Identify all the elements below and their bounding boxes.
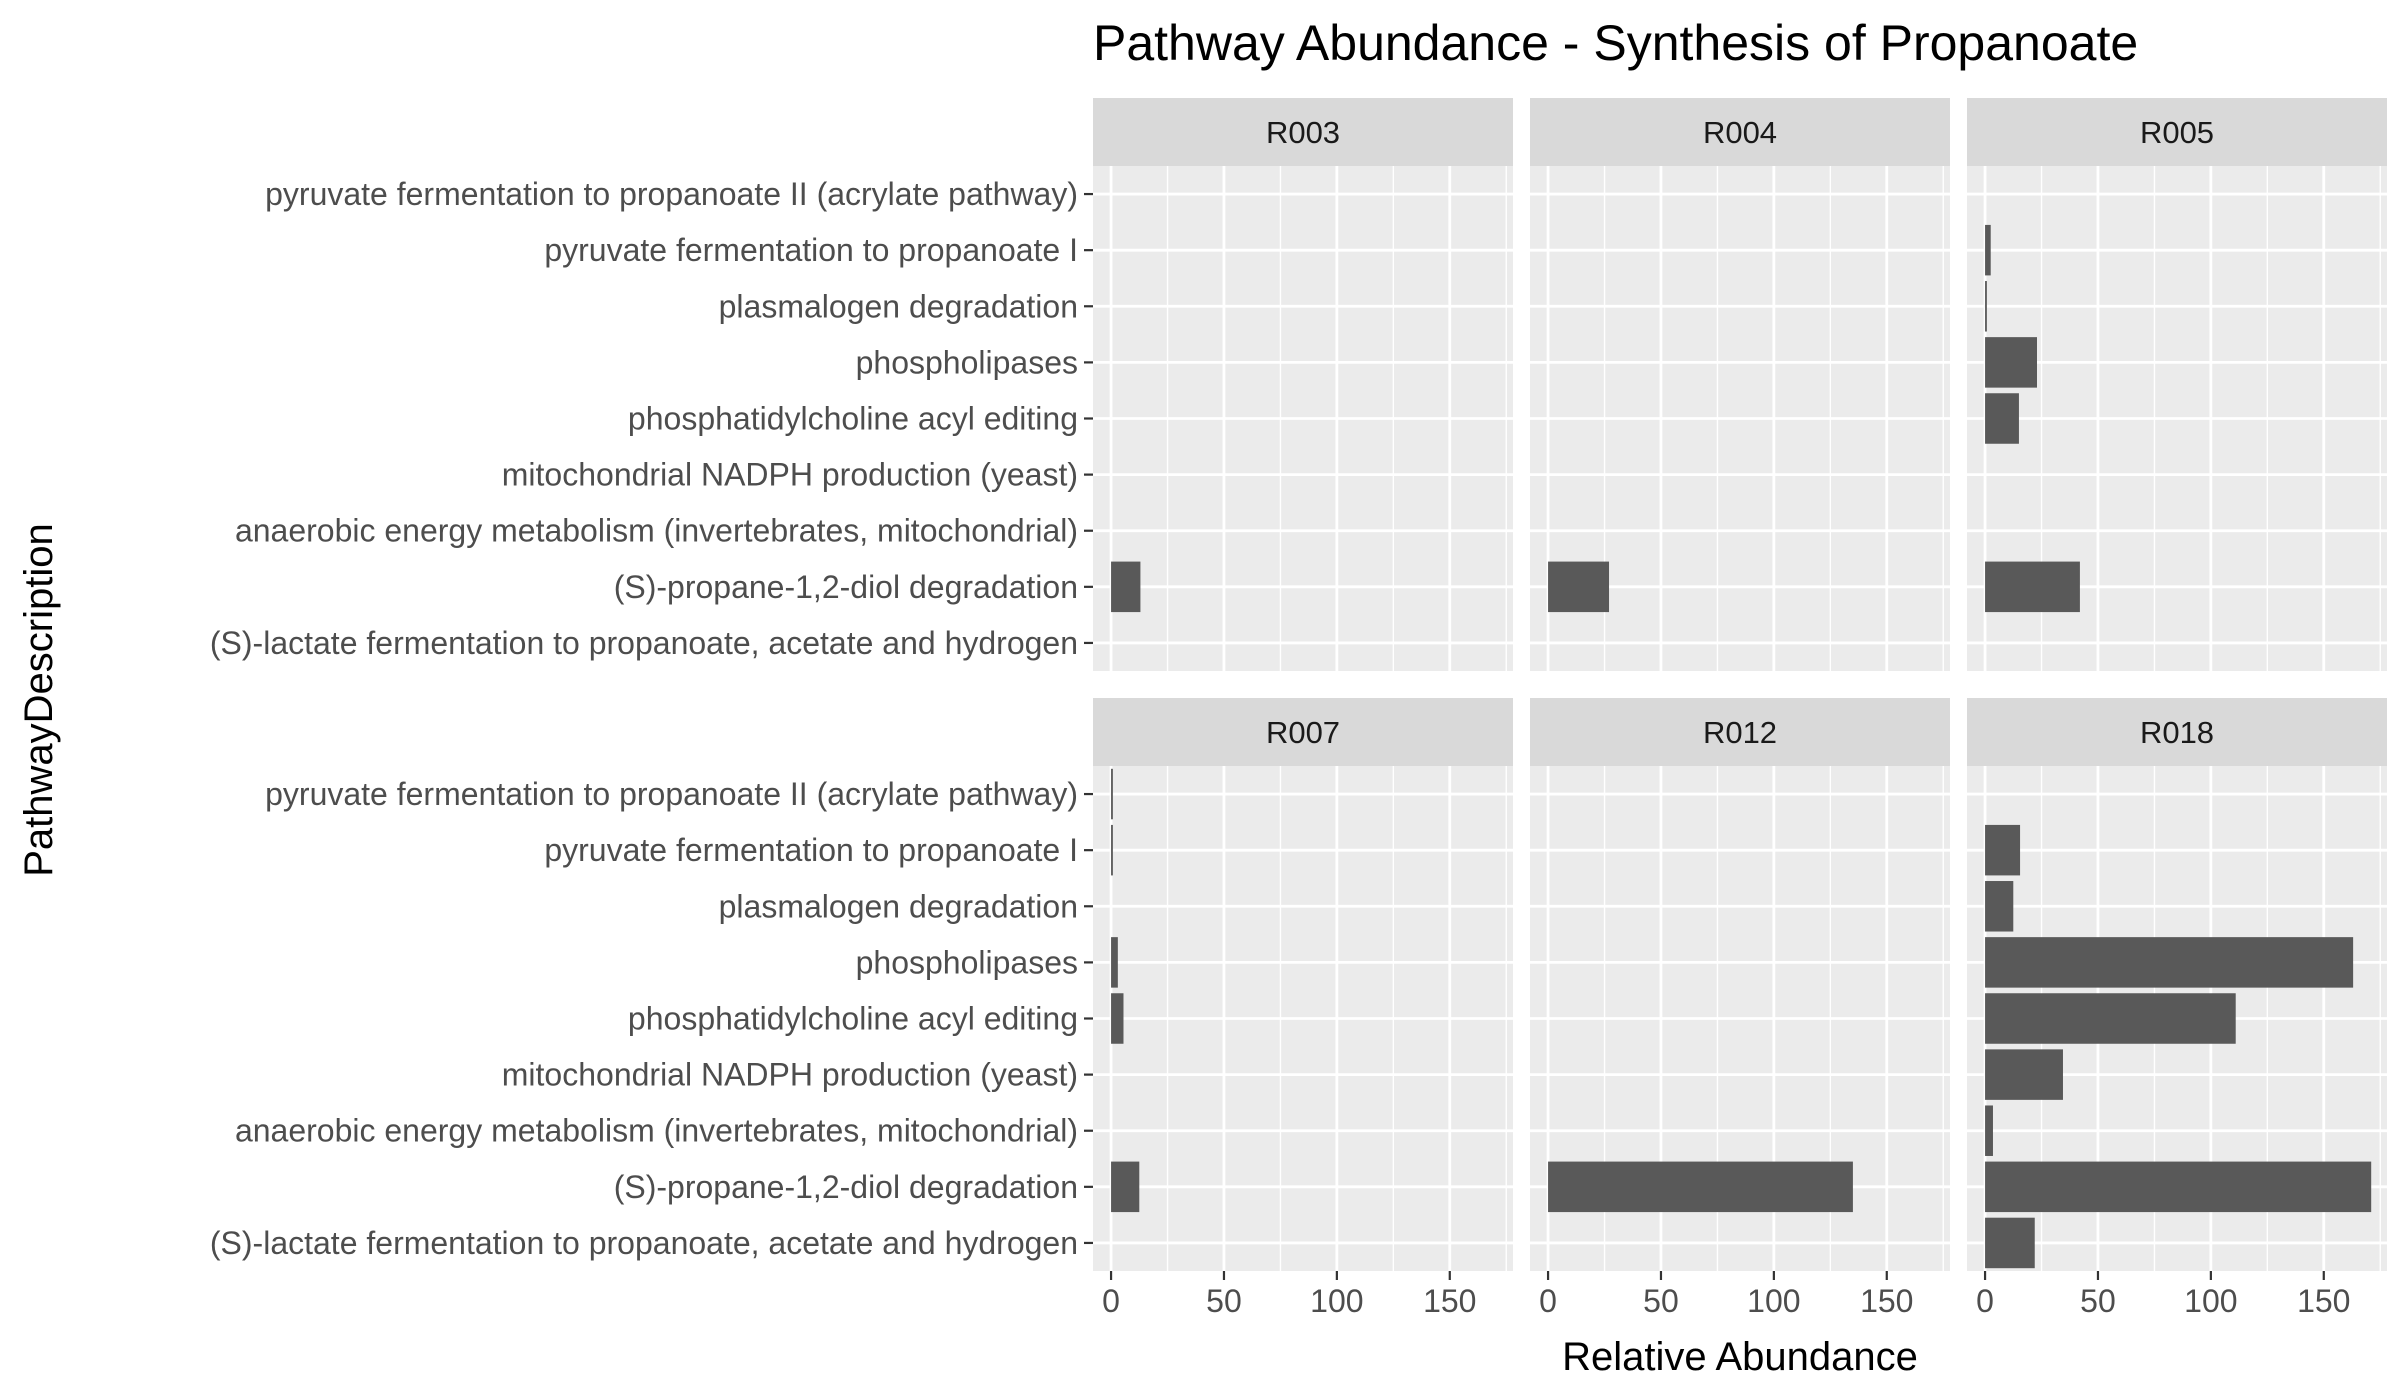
y-tick-label: pyruvate fermentation to propanoate II (…	[265, 176, 1078, 212]
y-tick-label: phosphatidylcholine acyl editing	[628, 401, 1078, 437]
bar	[1111, 561, 1141, 613]
y-tick-label: anaerobic energy metabolism (invertebrat…	[235, 513, 1078, 549]
x-tick-label: 150	[1860, 1283, 1913, 1319]
bar	[1548, 1161, 1853, 1213]
bar	[1985, 393, 2019, 444]
facet-strip-label: R003	[1266, 115, 1340, 150]
x-tick-label: 150	[2297, 1283, 2350, 1319]
x-tick-label: 50	[1643, 1283, 1679, 1319]
y-tick-label: (S)-lactate fermentation to propanoate, …	[210, 1225, 1078, 1261]
y-tick-label: phospholipases	[856, 944, 1078, 980]
y-tick-label: pyruvate fermentation to propanoate I	[544, 832, 1078, 868]
y-tick-label: (S)-propane-1,2-diol degradation	[614, 1169, 1078, 1205]
bar	[1985, 993, 2236, 1044]
y-tick-label: phospholipases	[856, 344, 1078, 380]
y-tick-label: (S)-propane-1,2-diol degradation	[614, 569, 1078, 605]
bar	[1111, 1161, 1140, 1213]
facet-R004: R004	[1530, 98, 1950, 671]
y-tick-label: (S)-lactate fermentation to propanoate, …	[210, 625, 1078, 661]
bar	[1985, 881, 2014, 932]
y-tick-label: pyruvate fermentation to propanoate I	[544, 232, 1078, 268]
facet-strip	[1967, 698, 2387, 766]
bar	[1985, 824, 2021, 876]
y-tick-label: mitochondrial NADPH production (yeast)	[502, 457, 1078, 493]
bar	[1111, 824, 1113, 876]
facet-R007: R007	[1093, 698, 1513, 1271]
facet-panels: R003 R004 R005 R007 R012 R018	[1093, 98, 2387, 1271]
x-tick-label: 0	[1539, 1283, 1557, 1319]
facet-R005: R005	[1967, 98, 2387, 671]
chart-title: Pathway Abundance - Synthesis of Propano…	[1093, 15, 2138, 71]
x-tick-label: 100	[1310, 1283, 1363, 1319]
bar	[1985, 561, 2080, 613]
bar	[1548, 561, 1610, 613]
bar	[1985, 1105, 1993, 1156]
facet-strip-label: R005	[2140, 115, 2214, 150]
bar	[1985, 1161, 2372, 1213]
facet-strip	[1093, 98, 1513, 166]
bar	[1111, 768, 1113, 820]
facet-strip	[1530, 698, 1950, 766]
x-tick-label: 0	[1102, 1283, 1120, 1319]
x-tick-label: 100	[2184, 1283, 2237, 1319]
facet-strip-label: R012	[1703, 715, 1777, 750]
y-tick-label: mitochondrial NADPH production (yeast)	[502, 1057, 1078, 1093]
y-tick-label: plasmalogen degradation	[719, 888, 1078, 924]
facet-R018: R018	[1967, 698, 2387, 1271]
y-tick-label: plasmalogen degradation	[719, 288, 1078, 324]
bar	[1985, 1049, 2063, 1100]
x-tick-label: 150	[1423, 1283, 1476, 1319]
bar	[1985, 224, 1991, 276]
facet-strip-label: R018	[2140, 715, 2214, 750]
bar	[1111, 993, 1124, 1044]
facet-R012: R012	[1530, 698, 1950, 1271]
bar	[1985, 337, 2037, 388]
y-tick-label: pyruvate fermentation to propanoate II (…	[265, 776, 1078, 812]
x-tick-label: 50	[1206, 1283, 1242, 1319]
x-tick-label: 100	[1747, 1283, 1800, 1319]
facet-strip-label: R004	[1703, 115, 1777, 150]
bar	[1111, 937, 1118, 988]
x-tick-label: 0	[1976, 1283, 1994, 1319]
x-axis-title: Relative Abundance	[1562, 1335, 1918, 1379]
y-axis-title: PathwayDescription	[17, 523, 61, 877]
y-axis-labels: pyruvate fermentation to propanoate II (…	[210, 176, 1093, 1261]
x-axis-ticks: 0 50 100 150 0 50 100 150 0 50 100 150	[1102, 1271, 2350, 1319]
facet-strip	[1967, 98, 2387, 166]
bar	[1985, 1217, 2035, 1269]
facet-R003: R003	[1093, 98, 1513, 671]
bar	[1985, 281, 1987, 332]
y-tick-label: anaerobic energy metabolism (invertebrat…	[235, 1113, 1078, 1149]
bar	[1985, 937, 2354, 988]
facet-strip	[1093, 698, 1513, 766]
facet-strip	[1530, 98, 1950, 166]
facet-strip-label: R007	[1266, 715, 1340, 750]
x-tick-label: 50	[2080, 1283, 2116, 1319]
y-tick-label: phosphatidylcholine acyl editing	[628, 1001, 1078, 1037]
